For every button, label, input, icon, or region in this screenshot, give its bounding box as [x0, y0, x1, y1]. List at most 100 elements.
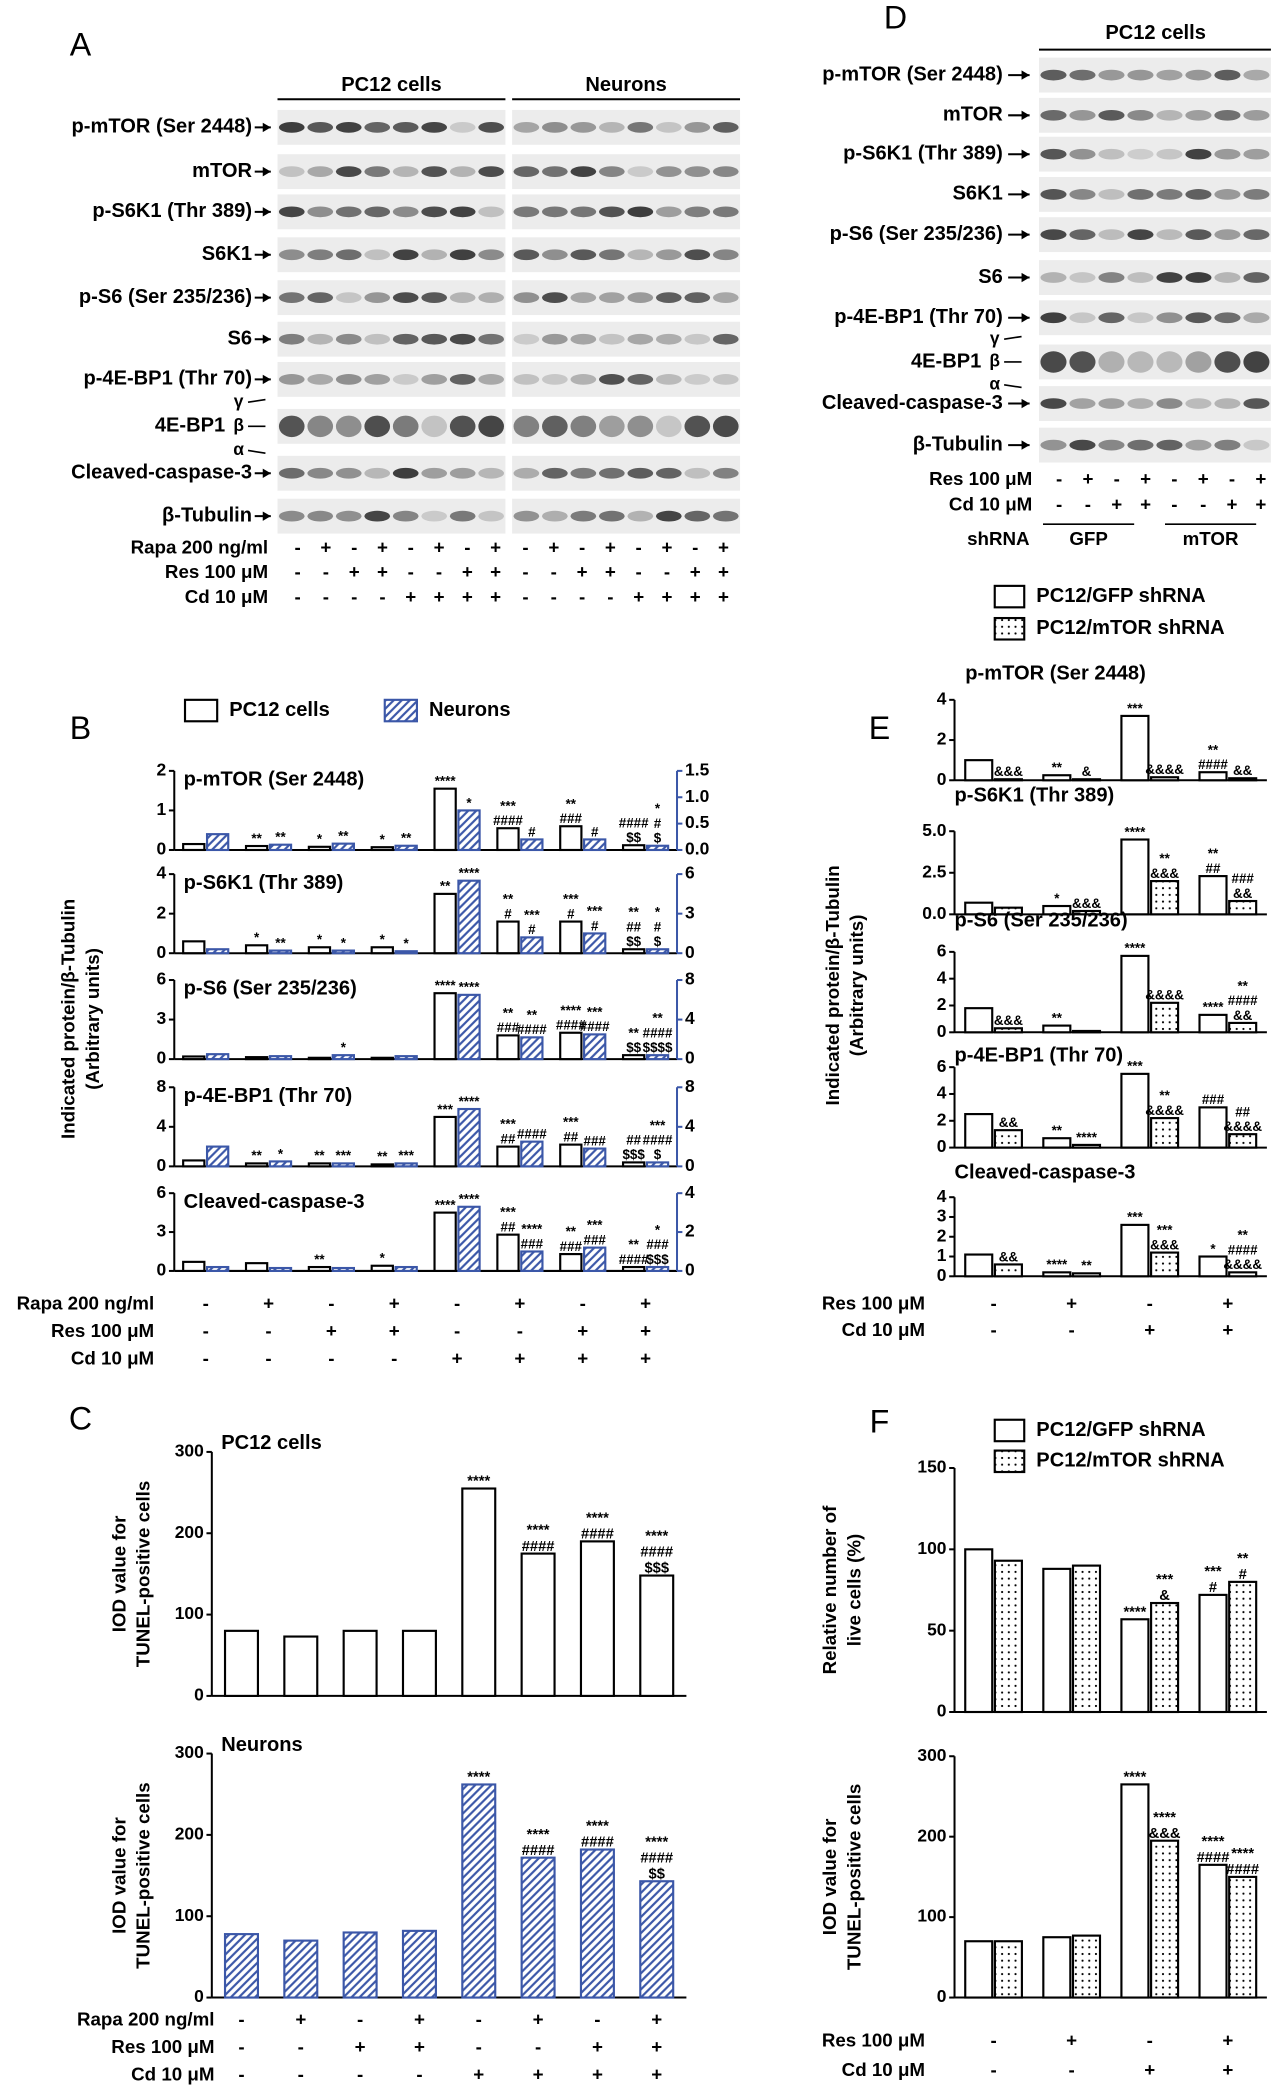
bar [1120, 714, 1150, 782]
blot-band [513, 467, 540, 479]
blot-band [392, 333, 419, 345]
bar [993, 906, 1023, 916]
y-tick-label: 300 [175, 1742, 204, 1762]
bar [205, 833, 230, 852]
blot-band [278, 415, 305, 438]
blot-band [1243, 109, 1270, 121]
bar [1120, 1618, 1150, 1714]
isoform-label: α [989, 373, 1000, 393]
bar [1228, 1271, 1258, 1278]
significance-label: ## [626, 1133, 641, 1148]
treatment-sign: + [349, 561, 360, 582]
bar [394, 1162, 418, 1168]
treatment-sign: - [1171, 468, 1177, 489]
blot-band [513, 510, 540, 522]
significance-label: #### [556, 1018, 586, 1033]
treatment-sign: - [408, 561, 414, 582]
blot-band [684, 374, 711, 385]
significance-label: &&&& [1145, 988, 1184, 1003]
bar [1042, 904, 1072, 916]
bar [1071, 1143, 1102, 1149]
blot-band [364, 415, 391, 438]
significance-label: &&& [994, 764, 1023, 779]
blot-band [570, 292, 597, 304]
y-tick-label: 2 [157, 902, 167, 922]
blot-band [1069, 398, 1096, 409]
blot-band [627, 374, 654, 385]
blot-band [599, 166, 625, 177]
treatment-sign: - [607, 586, 613, 607]
significance-label: ** [314, 1148, 325, 1163]
significance-label: **** [435, 1197, 457, 1212]
chart-title: Cleaved-caspase-3 [955, 1161, 1136, 1183]
blot-band [478, 415, 504, 438]
blot-band [627, 249, 654, 261]
blot-band [1127, 312, 1154, 324]
treatment-sign: - [379, 586, 385, 607]
blot-band [542, 166, 568, 177]
bar [1150, 1601, 1180, 1714]
significance-label: **** [435, 978, 457, 993]
treatment-sign: + [592, 2036, 603, 2057]
treatment-sign: + [690, 561, 701, 582]
treatment-sign: - [238, 2036, 244, 2057]
blot-band [449, 467, 476, 479]
significance-label: ** [527, 1007, 538, 1022]
blot-band [1098, 109, 1125, 121]
significance-label: ### [584, 1133, 607, 1148]
treatment-sign: - [408, 536, 414, 557]
treatment-sign: + [414, 2008, 425, 2029]
chart-title: Cleaved-caspase-3 [184, 1191, 365, 1213]
blot-band [307, 292, 334, 304]
significance-label: #### [619, 815, 649, 830]
y-tick-label: 6 [937, 1056, 947, 1076]
significance-label: ### [584, 1232, 607, 1247]
blot-row-label: S6K1 [202, 243, 252, 265]
significance-label: * [1210, 1241, 1216, 1256]
treatment-sign: + [295, 2008, 306, 2029]
bar [1228, 1580, 1258, 1714]
significance-label: **** [1203, 1000, 1225, 1015]
column-header: PC12 cells [341, 74, 442, 96]
y-axis-label: Indicated protein/β-Tubulin [822, 865, 843, 1105]
bar [520, 1856, 556, 1999]
blot-band [1127, 398, 1154, 409]
blot-band [542, 333, 568, 345]
blot-band [570, 333, 597, 345]
arrow-head [262, 122, 271, 133]
blot-band [1185, 229, 1212, 240]
isoform-label: γ [990, 328, 1000, 348]
blot-band [307, 415, 334, 438]
blot-row-label: S6 [978, 266, 1003, 288]
significance-label: *** [336, 1148, 352, 1163]
significance-label: **** [586, 1510, 609, 1526]
treatment-sign: + [414, 2036, 425, 2057]
treatment-sign: + [1082, 468, 1093, 489]
blot-band [627, 206, 654, 218]
bar [964, 1548, 994, 1714]
significance-label: ### [646, 1237, 669, 1252]
panel-letter: F [870, 1403, 890, 1439]
treatment-sign: - [357, 2008, 363, 2029]
blot-band [278, 122, 305, 133]
arrow-head [262, 374, 271, 385]
blot-band [478, 374, 504, 385]
significance-label: * [380, 932, 386, 947]
blot-band [392, 510, 419, 522]
blot-band [1040, 439, 1067, 451]
blot-band [1098, 398, 1125, 409]
significance-label: #### [1198, 757, 1228, 772]
significance-label: **** [521, 1222, 543, 1237]
treatment-sign: + [389, 1320, 400, 1341]
y-tick-label: 8 [685, 1076, 695, 1096]
treatment-sign: + [1144, 1319, 1155, 1340]
y-tick-label: 0.5 [685, 812, 710, 832]
bar [342, 1629, 378, 1697]
significance-label: *** [1127, 1059, 1143, 1074]
bar [1228, 1133, 1258, 1149]
bar [993, 1027, 1023, 1034]
treatment-sign: - [203, 1320, 209, 1341]
blot-band [1127, 69, 1154, 81]
treatment-sign: - [323, 561, 329, 582]
bar [1198, 1106, 1228, 1149]
